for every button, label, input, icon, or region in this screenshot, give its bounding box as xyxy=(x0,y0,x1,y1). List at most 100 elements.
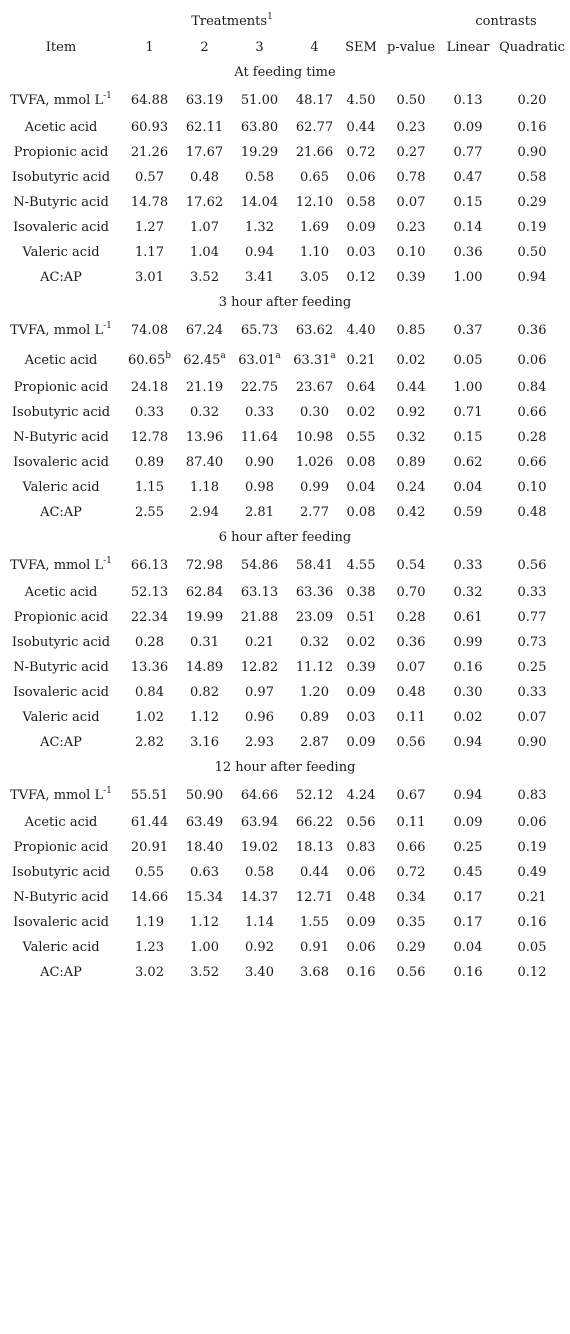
column-header-treatment-3: 3 xyxy=(255,39,264,55)
cell-value: 0.94 xyxy=(453,787,483,803)
table-cell: 0.84 xyxy=(122,680,177,705)
table-cell: 0.90 xyxy=(494,730,570,755)
table-cell: 0.44 xyxy=(342,115,380,140)
table-cell: 0.24 xyxy=(380,475,442,500)
row-label-text: Valeric acid xyxy=(22,710,100,725)
cell-value: 64.88 xyxy=(130,92,169,108)
cell-value: 0.04 xyxy=(453,480,483,495)
cell-value: 0.32 xyxy=(300,635,329,650)
table-cell: 4.55 xyxy=(342,550,380,580)
cell-value: 0.56 xyxy=(396,735,426,750)
cell-value: 0.73 xyxy=(517,635,547,650)
table-cell: 20.91 xyxy=(122,835,177,860)
table-cell: 0.92 xyxy=(380,400,442,425)
row-label-text: N-Butyric acid xyxy=(13,660,109,675)
table-cell: 21.26 xyxy=(122,140,177,165)
cell-value: 63.62 xyxy=(295,322,334,338)
table-cell: 4.24 xyxy=(342,780,380,810)
table-row: Isovaleric acid 0.84 0.82 0.97 1.20 0.09 0.48 0… xyxy=(0,680,570,705)
table-row: Propionic acid 20.91 18.40 19.02 18.13 0.83 0.… xyxy=(0,835,570,860)
table-cell: 0.04 xyxy=(442,475,494,500)
table-cell: 0.33 xyxy=(494,580,570,605)
row-label: Valeric acid xyxy=(0,705,122,730)
row-label-text: AC:AP xyxy=(40,505,82,520)
table-cell: 0.57 xyxy=(122,165,177,190)
table-cell: 0.39 xyxy=(380,265,442,290)
cell-value: 22.34 xyxy=(130,610,169,625)
table-cell: 2.94 xyxy=(177,500,232,525)
table-cell: 3.16 xyxy=(177,730,232,755)
table-cell: 0.59 xyxy=(442,500,494,525)
table-cell: 14.89 xyxy=(177,655,232,680)
table-row: Propionic acid 24.18 21.19 22.75 23.67 0.64 0.… xyxy=(0,375,570,400)
section-header-row: 6 hour after feeding xyxy=(0,525,570,550)
column-header-sem: SEM xyxy=(345,39,377,55)
cell-value: 0.92 xyxy=(396,405,426,420)
table-cell: 2.82 xyxy=(122,730,177,755)
cell-value: 0.21 xyxy=(245,635,274,650)
row-label: Acetic acid xyxy=(0,580,122,605)
vfa-table: Treatments1 contrasts Item 1 2 3 4 SEM p… xyxy=(0,8,570,985)
table-cell: 64.66 xyxy=(232,780,287,810)
table-cell: 0.09 xyxy=(442,810,494,835)
cell-value: 0.06 xyxy=(346,170,376,185)
cell-value: 0.33 xyxy=(517,685,547,700)
table-cell: 14.78 xyxy=(122,190,177,215)
table-row: Propionic acid 21.26 17.67 19.29 21.66 0.72 0.… xyxy=(0,140,570,165)
row-label: Isovaleric acid xyxy=(0,910,122,935)
table-cell: 0.36 xyxy=(442,240,494,265)
table-cell: 0.54 xyxy=(380,550,442,580)
table-cell: 63.36 xyxy=(287,580,342,605)
cell-value: 0.89 xyxy=(135,455,164,470)
table-cell: 0.70 xyxy=(380,580,442,605)
cell-value: 2.93 xyxy=(245,735,274,750)
table-cell: 48.17 xyxy=(287,85,342,115)
table-cell: 12.10 xyxy=(287,190,342,215)
table-cell: 1.10 xyxy=(287,240,342,265)
cell-value: 0.21 xyxy=(346,352,376,368)
row-label-text: Isobutyric acid xyxy=(11,170,111,185)
column-header-p-value: p-value xyxy=(386,39,436,55)
table-cell: 17.62 xyxy=(177,190,232,215)
table-row: AC:AP 3.01 3.52 3.41 3.05 0.12 0.39 1.00 0.94 xyxy=(0,265,570,290)
cell-value: 0.06 xyxy=(517,815,547,830)
table-cell: 0.06 xyxy=(342,935,380,960)
cell-value: 0.17 xyxy=(453,890,483,905)
cell-value: 12.10 xyxy=(295,195,334,210)
cell-value: 0.20 xyxy=(517,92,547,108)
table-cell: 4.40 xyxy=(342,315,380,345)
cell-value: 1.04 xyxy=(190,245,219,260)
table-cell: 87.40 xyxy=(177,450,232,475)
cell-value: 0.02 xyxy=(453,710,483,725)
table-cell: 0.94 xyxy=(494,265,570,290)
cell-value: 0.97 xyxy=(245,685,274,700)
cell-value: 0.09 xyxy=(346,735,376,750)
table-cell: 1.12 xyxy=(177,910,232,935)
cell-value: 0.98 xyxy=(245,480,274,495)
cell-value: 12.71 xyxy=(295,890,334,905)
table-cell: 0.55 xyxy=(122,860,177,885)
cell-value: 0.02 xyxy=(346,635,376,650)
row-label-text: TVFA, mmol L xyxy=(10,557,104,573)
cell-value: 0.72 xyxy=(396,865,426,880)
table-cell: 0.90 xyxy=(232,450,287,475)
table-cell: 64.88 xyxy=(122,85,177,115)
table-cell: 0.15 xyxy=(442,425,494,450)
table-cell: 0.16 xyxy=(342,960,380,985)
cell-value: 0.64 xyxy=(346,380,376,395)
table-cell: 0.48 xyxy=(177,165,232,190)
cell-value: 0.30 xyxy=(300,405,329,420)
cell-value: 0.06 xyxy=(346,940,376,955)
table-cell: 0.50 xyxy=(494,240,570,265)
cell-value: 1.00 xyxy=(190,940,219,955)
table-cell: 11.12 xyxy=(287,655,342,680)
table-cell: 0.30 xyxy=(287,400,342,425)
table-cell: 0.58 xyxy=(232,165,287,190)
table-cell: 14.37 xyxy=(232,885,287,910)
cell-value: 0.51 xyxy=(346,610,376,625)
row-label: Propionic acid xyxy=(0,140,122,165)
table-cell: 0.55 xyxy=(342,425,380,450)
table-cell: 0.58 xyxy=(232,860,287,885)
cell-value: 0.24 xyxy=(396,480,426,495)
cell-value: 23.67 xyxy=(295,380,334,395)
